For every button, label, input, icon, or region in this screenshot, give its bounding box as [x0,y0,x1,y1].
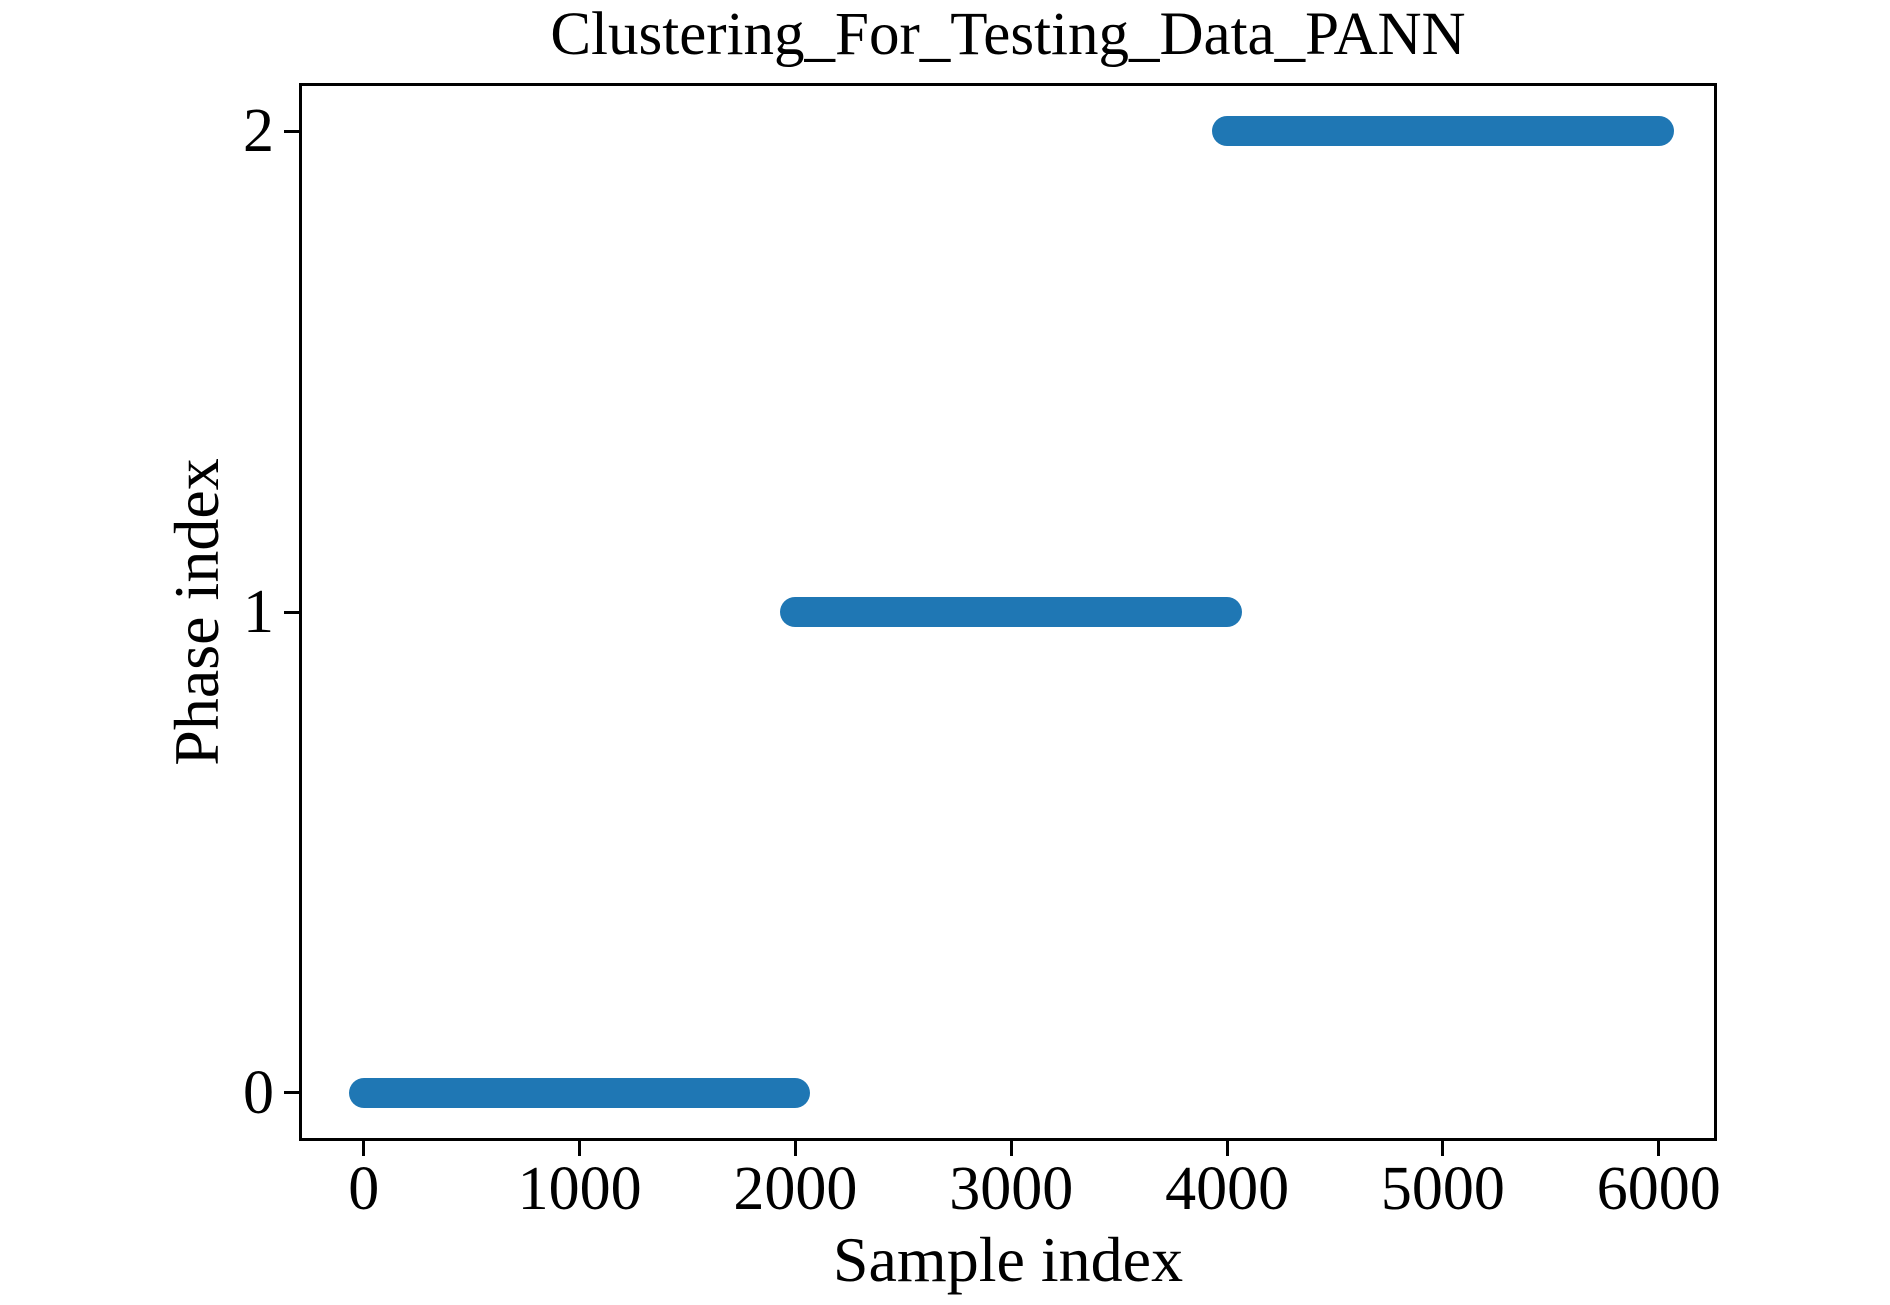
x-tick-label: 2000 [733,1155,858,1223]
scatter-band-cluster-phase-1 [780,597,1243,627]
x-tick-mark [578,1141,582,1156]
x-tick-label: 3000 [949,1155,1074,1223]
y-tick-mark [284,129,299,133]
x-tick-mark [1225,1141,1229,1156]
y-tick-mark [284,1091,299,1095]
x-tick-label: 4000 [1165,1155,1290,1223]
x-tick-mark [1009,1141,1013,1156]
x-tick-mark [362,1141,366,1156]
x-tick-mark [1657,1141,1661,1156]
y-tick-label: 2 [243,97,274,166]
x-tick-label: 5000 [1380,1155,1505,1223]
scatter-band-cluster-phase-0 [348,1077,811,1108]
scatter-band-cluster-phase-2 [1212,116,1674,147]
x-tick-label: 6000 [1596,1155,1721,1223]
x-tick-mark [1441,1141,1445,1156]
y-tick-label: 0 [243,1058,274,1127]
x-tick-mark [793,1141,797,1156]
x-tick-label: 0 [348,1155,380,1223]
x-axis-label: Sample index [832,1224,1184,1295]
chart-title: Clustering_For_Testing_Data_PANN [550,1,1466,68]
y-tick-label: 1 [243,578,274,646]
x-tick-label: 1000 [517,1155,642,1223]
y-tick-mark [284,610,299,614]
